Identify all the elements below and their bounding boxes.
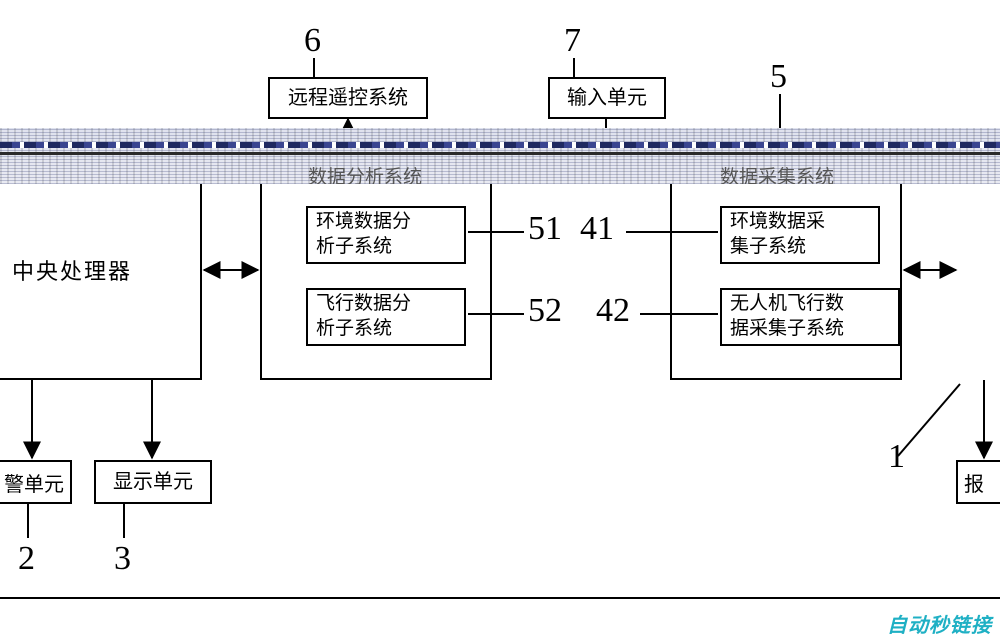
cpu-label: 中央处理器 [12,254,132,286]
display-unit-box: 显示单元 [94,460,212,504]
alarm-right-label: 报 [964,468,984,497]
display-unit-label: 显示单元 [113,469,193,495]
noise-band: 数据分析系统 数据采集系统 [0,128,1000,184]
remote-control-box: 远程遥控系统 [268,77,428,119]
cpu-box: 中央处理器 [0,160,202,380]
collect-sys-ghost: 数据采集系统 [720,162,834,184]
remote-control-label: 远程遥控系统 [288,85,408,111]
env-analysis-label: 环境数据分 析子系统 [316,210,411,259]
flight-analysis-box: 飞行数据分 析子系统 [306,288,466,346]
flight-analysis-label: 飞行数据分 析子系统 [316,292,411,341]
ref-3: 3 [114,540,131,578]
ref-42: 42 [596,292,630,330]
ref-51: 51 [528,210,562,248]
ref-5: 5 [770,58,787,96]
ref-41: 41 [580,210,614,248]
ref-1: 1 [888,438,905,476]
analysis-sys-ghost: 数据分析系统 [308,162,422,184]
ref-7: 7 [564,22,581,60]
env-collect-box: 环境数据采 集子系统 [720,206,880,264]
analysis-system-box [260,160,492,380]
env-analysis-box: 环境数据分 析子系统 [306,206,466,264]
ref-2: 2 [18,540,35,578]
alarm-right-box-partial: 报 [956,460,1000,504]
env-collect-label: 环境数据采 集子系统 [730,210,825,259]
flight-collect-box: 无人机飞行数 据采集子系统 [720,288,900,346]
alarm-unit-box-partial: 警单元 [0,460,72,504]
input-unit-label: 输入单元 [567,85,647,111]
input-unit-box: 输入单元 [548,77,666,119]
ref-52: 52 [528,292,562,330]
collection-system-box [670,160,902,380]
ref-6: 6 [304,22,321,60]
watermark: 自动秒链接 [887,609,992,638]
alarm-unit-label: 警单元 [4,468,64,497]
flight-collect-label: 无人机飞行数 据采集子系统 [730,292,844,341]
